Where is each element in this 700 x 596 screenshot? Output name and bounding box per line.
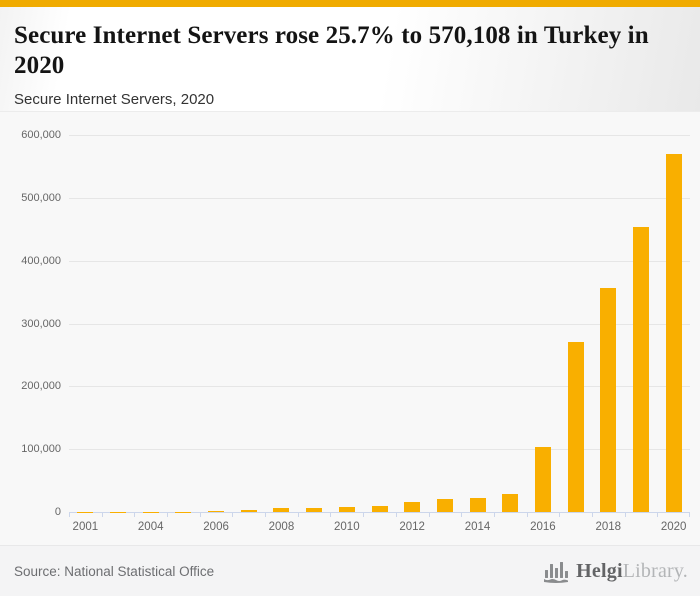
x-axis-tick: [232, 512, 234, 517]
bar-2020[interactable]: [665, 153, 682, 512]
x-axis-label: 2001: [72, 521, 99, 533]
x-axis-tick: [461, 512, 463, 517]
gridline: [69, 135, 690, 136]
x-axis-tick: [101, 512, 103, 517]
gridline: [69, 386, 690, 388]
gridline: [69, 197, 690, 199]
x-axis-label: 2018: [595, 521, 622, 533]
page-title: Secure Internet Servers rose 25.7% to 57…: [14, 22, 649, 79]
bar-2006[interactable]: [208, 511, 225, 512]
footer: Source: National Statistical Office Helg…: [0, 545, 700, 596]
logo-text-suffix: .: [682, 559, 688, 582]
x-axis-tick: [624, 512, 626, 517]
y-axis-label: 300,000: [21, 317, 61, 330]
x-axis-line: [69, 512, 690, 513]
x-axis-label: 2020: [660, 521, 687, 533]
helgi-library-logo[interactable]: HelgiLibrary.: [543, 559, 688, 583]
x-axis-tick: [559, 512, 561, 517]
plot-area: 0 100,000 200,000 300,000 400,000 500,000 600,…: [21, 130, 690, 533]
bar-2007[interactable]: [240, 510, 257, 512]
x-axis-label: 2006: [203, 521, 229, 533]
x-axis-label: 2010: [334, 521, 360, 533]
gridline: [69, 323, 690, 325]
bar-2012[interactable]: [404, 501, 421, 512]
logo-text-secondary: Library: [622, 559, 683, 582]
x-axis-tick: [493, 512, 495, 517]
x-axis-tick: [591, 512, 593, 517]
bar-2019[interactable]: [632, 227, 649, 512]
x-axis-tick: [395, 512, 397, 517]
x-axis-tick: [134, 512, 136, 517]
x-axis-tick: [199, 512, 201, 517]
y-axis-label: 600,000: [21, 129, 61, 141]
x-axis-tick: [363, 512, 365, 517]
y-axis-label: 500,000: [21, 191, 61, 204]
x-axis-tick: [526, 512, 528, 517]
source-label: Source: National Statistical Office: [14, 563, 215, 579]
x-axis-label: 2008: [268, 521, 295, 533]
bar-2015[interactable]: [502, 493, 519, 512]
x-axis-label: 2012: [399, 521, 425, 533]
x-axis-tick: [265, 512, 267, 517]
logo-text-primary: Helgi: [576, 559, 623, 582]
y-axis-label: 100,000: [21, 443, 61, 456]
bar-chart: 0 100,000 200,000 300,000 400,000 500,000 600,…: [0, 111, 700, 545]
bar-2010[interactable]: [338, 507, 355, 512]
logo-text: HelgiLibrary.: [576, 560, 688, 583]
x-axis-tick: [330, 512, 332, 517]
x-axis-tick: [69, 512, 70, 517]
bar-2008[interactable]: [273, 508, 290, 512]
x-axis-tick: [657, 512, 659, 517]
x-axis-label: 2014: [464, 521, 491, 533]
x-axis-tick: [167, 512, 169, 517]
bar-2011[interactable]: [371, 505, 388, 512]
brand-accent-bar: [0, 0, 700, 7]
gridline: [69, 449, 690, 451]
chart-header: Secure Internet Servers rose 25.7% to 57…: [0, 7, 700, 111]
y-axis-label: 0: [54, 506, 61, 518]
bar-2014[interactable]: [469, 497, 486, 512]
bar-2009[interactable]: [306, 508, 323, 512]
x-axis-tick: [689, 512, 690, 517]
x-axis-tick: [428, 512, 430, 517]
bar-2016[interactable]: [534, 447, 551, 512]
x-axis-tick: [297, 512, 299, 517]
bar-2017[interactable]: [567, 341, 584, 512]
y-axis-label: 400,000: [21, 254, 61, 267]
x-axis-label: 2004: [137, 521, 164, 533]
bar-2013[interactable]: [436, 498, 453, 512]
gridline: [69, 260, 690, 262]
x-axis-label: 2016: [530, 521, 556, 533]
chart-subtitle: Secure Internet Servers, 2020: [14, 91, 215, 108]
bar-chart-logo-icon: [544, 562, 569, 583]
y-axis-label: 200,000: [21, 380, 61, 393]
bar-2018[interactable]: [600, 287, 617, 512]
